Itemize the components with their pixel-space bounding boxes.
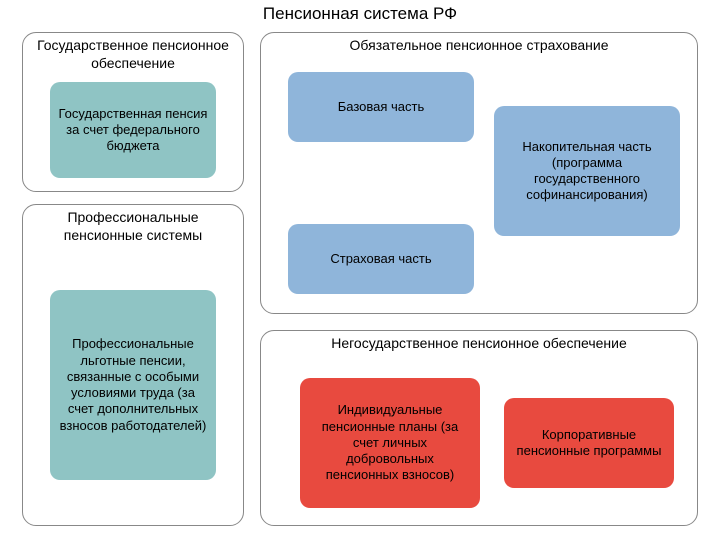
card-government-pension: Государственная пенсия за счет федеральн… [50,82,216,178]
frame-title-government: Государственное пенсионное обеспечение [23,33,243,72]
card-text: Накопительная часть (программа государст… [502,139,672,204]
frame-title-nonstate: Негосударственное пенсионное обеспечение [261,331,697,353]
card-insurance-part: Страховая часть [288,224,474,294]
frame-title-professional: Профессиональные пенсионные системы [23,205,243,244]
card-funded-part: Накопительная часть (программа государст… [494,106,680,236]
card-corporate-programs: Корпоративные пенсионные программы [504,398,674,488]
card-text: Страховая часть [330,251,431,267]
frame-title-mandatory: Обязательное пенсионное страхование [261,33,697,55]
card-text: Профессиональные льготные пенсии, связан… [58,336,208,434]
card-text: Корпоративные пенсионные программы [512,427,666,460]
card-text: Базовая часть [338,99,425,115]
card-basic-part: Базовая часть [288,72,474,142]
diagram-title: Пенсионная система РФ [0,4,720,24]
card-individual-plans: Индивидуальные пенсионные планы (за счет… [300,378,480,508]
card-professional-pension: Профессиональные льготные пенсии, связан… [50,290,216,480]
card-text: Индивидуальные пенсионные планы (за счет… [308,402,472,483]
card-text: Государственная пенсия за счет федеральн… [58,106,208,155]
